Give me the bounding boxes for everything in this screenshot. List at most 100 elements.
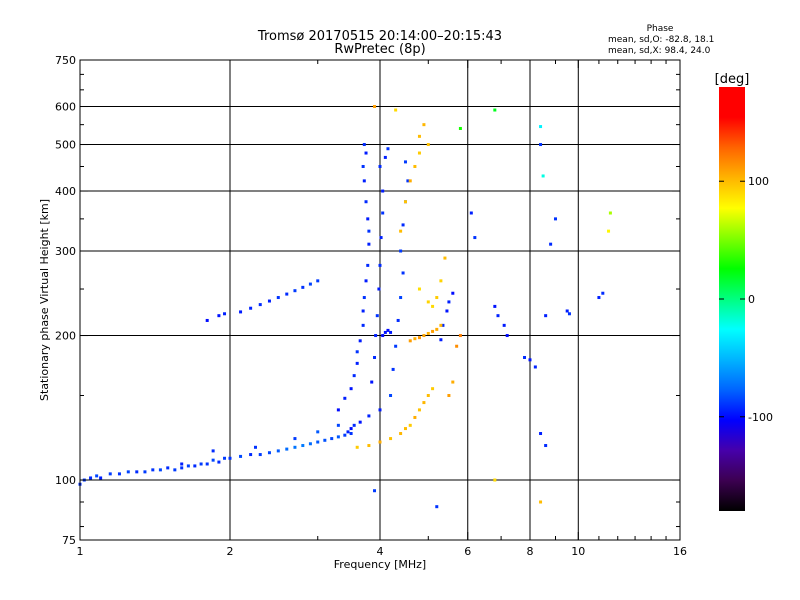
data-point	[417, 151, 421, 155]
data-point	[205, 462, 209, 466]
y-tick-label: 750	[55, 54, 76, 67]
data-point	[211, 449, 215, 453]
data-point	[362, 143, 366, 147]
data-point	[426, 394, 430, 398]
data-point	[408, 423, 412, 427]
y-tick-label: 300	[55, 245, 76, 258]
data-point	[441, 323, 445, 327]
data-point	[389, 394, 393, 398]
data-point	[375, 314, 379, 318]
data-point	[426, 143, 430, 147]
data-point	[158, 468, 162, 472]
data-point	[367, 229, 371, 233]
data-point	[267, 299, 271, 303]
data-point	[447, 300, 451, 304]
data-point	[205, 318, 209, 322]
data-point	[458, 126, 462, 130]
data-point	[352, 423, 356, 427]
colorbar-ticks: -100 0 100	[719, 175, 773, 424]
data-point	[276, 449, 280, 453]
x-tick-label: 16	[673, 545, 687, 558]
data-point	[473, 236, 477, 240]
data-point	[523, 355, 527, 359]
data-point	[502, 323, 506, 327]
data-point	[493, 108, 497, 112]
data-point	[373, 355, 377, 359]
data-point	[364, 151, 368, 155]
data-point	[403, 427, 407, 431]
data-point	[108, 472, 112, 476]
data-point	[493, 478, 497, 482]
data-point	[389, 437, 393, 441]
data-point	[166, 466, 170, 470]
data-point	[358, 420, 362, 424]
data-point	[378, 263, 382, 267]
data-point	[378, 440, 382, 444]
data-point	[180, 466, 184, 470]
data-point	[544, 314, 548, 318]
data-point	[173, 468, 177, 472]
data-point	[408, 339, 412, 343]
data-point	[422, 401, 426, 405]
x-tick-label: 10	[571, 545, 585, 558]
data-point	[367, 414, 371, 418]
data-point	[394, 344, 398, 348]
data-point	[451, 380, 455, 384]
data-point	[383, 155, 387, 159]
data-point	[349, 427, 353, 431]
data-point	[458, 334, 462, 338]
data-point	[301, 285, 305, 289]
data-point	[316, 279, 320, 283]
data-point	[352, 374, 356, 378]
data-point	[293, 437, 297, 441]
data-point	[249, 306, 253, 310]
chart-subtitle: RwPretec (8p)	[334, 42, 425, 57]
data-point	[308, 282, 312, 286]
data-point	[422, 334, 426, 338]
data-point	[239, 454, 243, 458]
chart-title: Tromsø 20170515 20:14:00–20:15:43	[257, 29, 502, 44]
data-point	[267, 451, 271, 455]
data-point	[439, 338, 443, 342]
data-point	[336, 435, 340, 439]
data-point	[539, 432, 543, 436]
data-point	[180, 462, 184, 466]
data-point	[117, 472, 121, 476]
data-point	[217, 314, 221, 318]
data-point	[253, 445, 257, 449]
data-point	[455, 344, 459, 348]
data-point	[228, 456, 232, 460]
data-point	[378, 164, 382, 168]
x-tick-label: 2	[227, 545, 234, 558]
data-point	[386, 147, 390, 151]
data-point	[349, 432, 353, 436]
data-point	[343, 433, 347, 437]
data-point	[539, 143, 543, 147]
data-point	[374, 334, 378, 338]
data-point	[223, 312, 227, 316]
data-point	[399, 249, 403, 253]
data-point	[399, 229, 403, 233]
data-point	[126, 470, 130, 474]
data-point	[343, 396, 347, 400]
data-point	[601, 291, 605, 295]
data-point	[330, 437, 334, 441]
y-tick-label: 100	[55, 474, 76, 487]
data-point	[223, 456, 227, 460]
grid-lines	[80, 60, 680, 540]
data-point	[361, 323, 365, 327]
data-point	[403, 160, 407, 164]
data-point	[408, 179, 412, 183]
data-point	[366, 263, 370, 267]
data-point	[258, 303, 262, 307]
data-point	[386, 328, 390, 332]
data-point	[362, 296, 366, 300]
y-tick-label: 200	[55, 330, 76, 343]
data-point	[95, 474, 99, 478]
data-point	[364, 279, 368, 283]
x-axis-label: Frequency [MHz]	[334, 558, 426, 571]
y-tick-label: 400	[55, 185, 76, 198]
data-point	[435, 505, 439, 509]
y-axis-label: Stationary phase Virtual Height [km]	[38, 199, 51, 401]
